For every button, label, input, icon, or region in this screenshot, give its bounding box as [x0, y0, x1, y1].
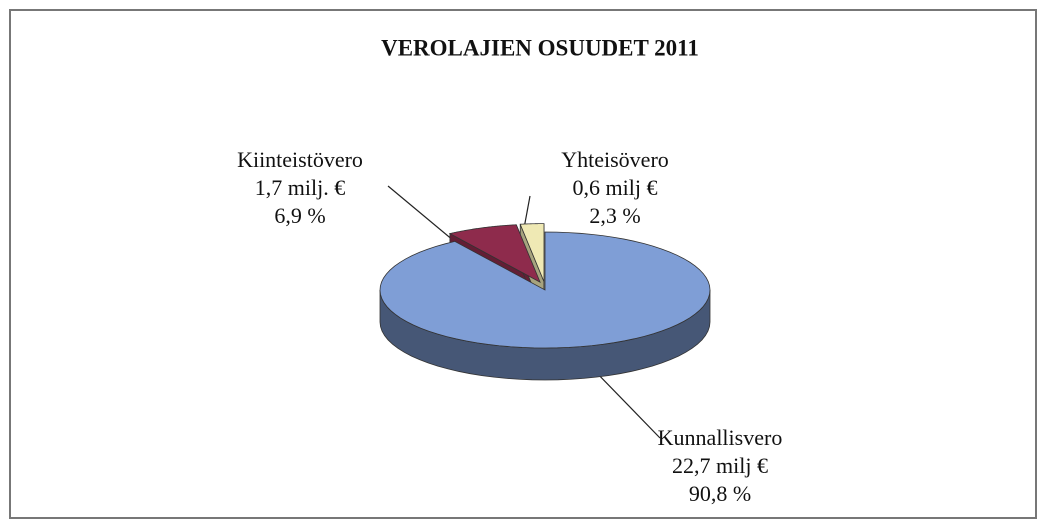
slice — [379, 231, 711, 349]
slice — [519, 223, 545, 282]
amount-label: 0,6 milj € — [573, 175, 658, 200]
slice-label: Kunnallisvero — [658, 425, 783, 450]
slice — [448, 224, 541, 284]
slice-tops — [379, 223, 711, 349]
leader-line — [591, 367, 661, 439]
amount-label: 22,7 milj € — [672, 453, 768, 478]
amount-label: 1,7 milj. € — [255, 175, 345, 200]
chart-title: VEROLAJIEN OSUUDET 2011 — [381, 35, 699, 60]
slice-label: Kiinteistövero — [237, 147, 363, 172]
slice-label: Yhteisövero — [561, 147, 669, 172]
value-label: 90,8 % — [689, 481, 751, 506]
value-label: 6,9 % — [274, 203, 325, 228]
value-label: 2,3 % — [589, 203, 640, 228]
